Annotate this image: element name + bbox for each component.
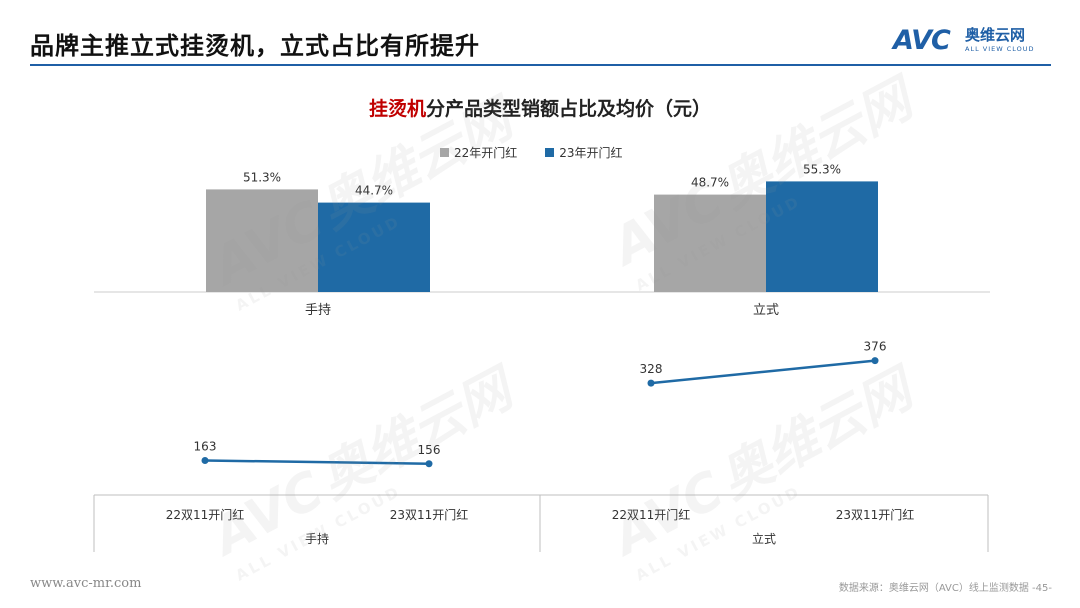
line-data-label: 376: [864, 340, 887, 354]
line-data-label: 163: [194, 439, 217, 453]
line-point: [871, 357, 879, 365]
title-divider: [30, 64, 1051, 66]
bar-1-0: [654, 194, 766, 292]
line-series-0: [204, 459, 430, 465]
chart-title-rest: 分产品类型销额占比及均价（元）: [426, 98, 712, 120]
bar-0-0: [206, 189, 318, 292]
footer-source: 数据来源：奥维云网（AVC）线上监测数据 -45-: [838, 583, 1052, 594]
line-series-1: [650, 359, 876, 385]
legend-item-22: 22年开门红: [440, 144, 517, 161]
bar-data-label: 55.3%: [803, 162, 841, 176]
chart-title-accent: 挂烫机: [368, 98, 426, 120]
logo-chinese-name: 奥维云网: [965, 26, 1026, 44]
line-data-label: 328: [640, 362, 663, 376]
legend-label-23: 23年开门红: [559, 146, 623, 160]
logo-english-name: ALL VIEW CLOUD: [965, 45, 1035, 53]
bar-data-label: 51.3%: [243, 170, 281, 184]
bar-1-1: [766, 181, 878, 292]
legend-item-23: 23年开门红: [545, 144, 623, 161]
chart-title: 挂烫机分产品类型销额占比及均价（元）: [0, 94, 1080, 121]
line-x-tick-label: 23双11开门红: [836, 507, 915, 522]
line-point: [425, 460, 433, 468]
footer-website: www.avc-mr.com: [30, 576, 142, 591]
bar-data-label: 48.7%: [691, 176, 729, 190]
line-data-label: 156: [418, 443, 441, 457]
bar-category-label: 手持: [305, 303, 331, 318]
bar-0-1: [318, 202, 430, 292]
line-point: [647, 379, 655, 387]
legend-swatch-23: [545, 148, 555, 157]
line-group-label: 手持: [305, 531, 329, 546]
avc-logo-icon: AVC: [893, 25, 951, 56]
bar-data-label: 44.7%: [355, 184, 393, 198]
line-x-tick-label: 23双11开门红: [390, 507, 469, 522]
legend-swatch-22: [440, 148, 449, 157]
line-point: [201, 456, 209, 464]
line-x-tick-label: 22双11开门红: [166, 507, 245, 522]
line-group-label: 立式: [752, 531, 776, 546]
legend-label-22: 22年开门红: [454, 146, 518, 160]
chart-legend: 22年开门红 23年开门红: [440, 144, 623, 161]
bar-category-label: 立式: [753, 303, 779, 318]
line-x-tick-label: 22双11开门红: [612, 507, 691, 522]
page-title: 品牌主推立式挂烫机，立式占比有所提升: [30, 32, 480, 60]
